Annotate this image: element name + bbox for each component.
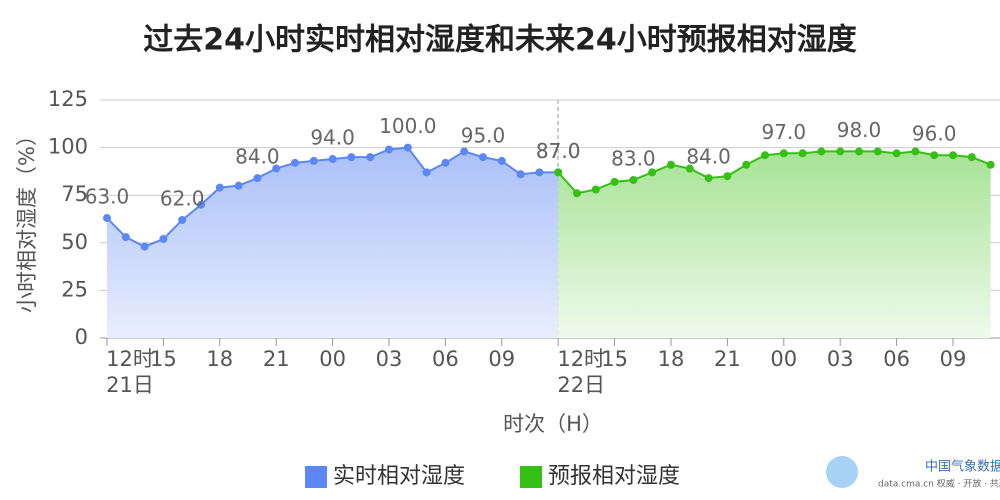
point	[610, 177, 619, 186]
value-label: 83.0	[611, 146, 656, 170]
x-tick-label: 12时	[557, 347, 605, 371]
point	[892, 149, 901, 158]
value-label: 62.0	[160, 186, 205, 210]
point	[967, 153, 976, 162]
x-tick-label: 00	[770, 347, 797, 371]
point	[121, 233, 130, 242]
value-label: 87.0	[536, 139, 581, 163]
area	[107, 147, 559, 338]
y-tick-label: 50	[61, 230, 88, 254]
point	[385, 145, 393, 154]
point	[742, 160, 751, 169]
x-tick-label: 06	[432, 347, 459, 371]
point	[103, 214, 111, 223]
point	[723, 172, 732, 181]
y-axis-label: 小时相对湿度（%）	[15, 125, 39, 313]
point	[761, 151, 769, 160]
legend-label: 实时相对湿度	[333, 464, 465, 489]
x-tick-label: 15	[601, 347, 628, 371]
point	[234, 181, 243, 190]
point	[629, 175, 638, 184]
point	[328, 155, 337, 164]
point	[949, 151, 957, 160]
point	[291, 158, 299, 167]
x-tick-label: 21	[263, 347, 290, 371]
x-date-label: 22日	[557, 373, 605, 397]
y-tick-label: 75	[61, 182, 88, 206]
value-label: 87.0	[536, 139, 581, 163]
value-label: 96.0	[912, 122, 957, 146]
point	[817, 147, 826, 156]
logo-icon	[826, 456, 858, 488]
point	[366, 153, 375, 162]
x-tick-label: 12时	[106, 347, 154, 371]
point	[986, 160, 995, 169]
x-tick-label: 09	[488, 347, 515, 371]
point	[836, 147, 845, 156]
point	[253, 174, 262, 183]
point	[215, 183, 224, 192]
point	[497, 156, 506, 165]
point	[272, 164, 281, 173]
chart-title: 过去24小时实时相对湿度和未来24小时预报相对湿度	[143, 23, 857, 58]
point	[798, 149, 807, 158]
logo-tagline: data.cma.cn 权威 · 开放 · 共赢	[878, 478, 1000, 490]
y-tick-label: 125	[48, 87, 88, 111]
y-tick-label: 0	[75, 325, 88, 349]
legend-label: 预报相对湿度	[548, 464, 680, 489]
point	[403, 143, 412, 152]
point	[685, 164, 694, 173]
x-tick-label: 06	[883, 347, 910, 371]
value-label: 95.0	[461, 124, 506, 148]
value-label: 97.0	[762, 120, 807, 144]
point	[591, 185, 600, 194]
point	[648, 168, 657, 177]
point	[422, 168, 431, 177]
x-tick-label: 21	[714, 347, 741, 371]
x-tick-label: 18	[206, 347, 233, 371]
point	[460, 147, 469, 156]
point	[197, 200, 205, 209]
point	[930, 151, 939, 160]
legend-swatch	[305, 466, 327, 488]
point	[516, 170, 525, 179]
y-tick-label: 25	[61, 277, 88, 301]
x-tick-label: 18	[658, 347, 685, 371]
point	[779, 149, 788, 158]
legend-swatch	[520, 466, 542, 488]
point	[441, 158, 450, 167]
area	[558, 151, 991, 338]
point	[140, 242, 149, 251]
x-axis-label: 时次（H）	[503, 412, 603, 436]
x-tick-label: 15	[150, 347, 177, 371]
value-label: 98.0	[837, 118, 882, 142]
value-label: 84.0	[235, 145, 280, 169]
point	[554, 168, 563, 177]
point	[535, 168, 544, 177]
point	[479, 153, 487, 162]
point	[667, 160, 675, 169]
point	[873, 147, 882, 156]
value-label: 84.0	[686, 145, 731, 169]
point	[573, 189, 581, 198]
x-tick-label: 00	[319, 347, 346, 371]
value-label: 63.0	[85, 185, 130, 209]
point	[704, 174, 713, 183]
y-tick-label: 100	[48, 135, 88, 159]
x-date-label: 21日	[106, 373, 154, 397]
point	[911, 147, 920, 156]
value-label: 94.0	[310, 126, 355, 150]
x-tick-label: 03	[827, 347, 854, 371]
value-label: 100.0	[379, 114, 436, 138]
point	[178, 215, 187, 224]
point	[309, 156, 318, 165]
logo-name: 中国气象数据网	[925, 459, 1000, 475]
point	[347, 153, 356, 162]
point	[159, 234, 168, 243]
x-tick-label: 03	[376, 347, 403, 371]
x-tick-label: 09	[940, 347, 967, 371]
point	[855, 147, 863, 156]
